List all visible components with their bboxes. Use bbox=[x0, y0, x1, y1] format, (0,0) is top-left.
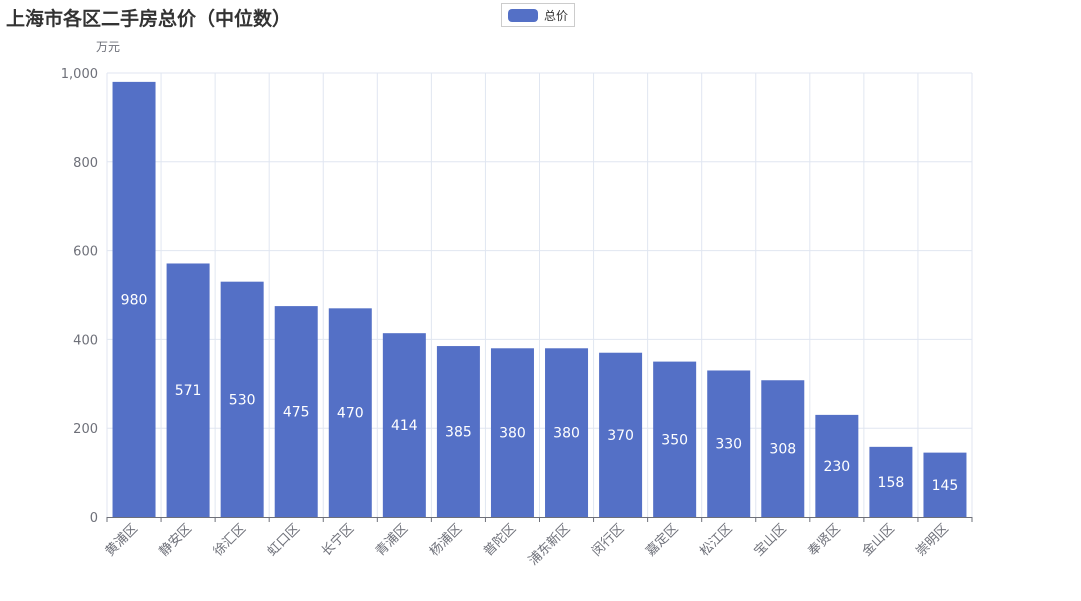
bar bbox=[923, 452, 967, 517]
y-tick-label: 200 bbox=[73, 422, 98, 437]
bar bbox=[436, 346, 480, 517]
bar bbox=[707, 370, 751, 517]
bar-value-label: 980 bbox=[121, 292, 148, 308]
bar bbox=[653, 361, 697, 517]
x-tick-label: 金山区 bbox=[859, 521, 898, 560]
x-tick-label: 崇明区 bbox=[914, 521, 952, 559]
bar bbox=[545, 348, 589, 517]
bar-value-label: 380 bbox=[553, 426, 580, 442]
bar-value-label: 385 bbox=[445, 425, 472, 441]
bar bbox=[382, 333, 426, 517]
bar-value-label: 145 bbox=[932, 478, 959, 494]
x-tick-label: 青浦区 bbox=[373, 521, 411, 559]
bar bbox=[220, 281, 264, 517]
chart-title: 上海市各区二手房总价（中位数） bbox=[6, 8, 292, 30]
x-tick-label: 普陀区 bbox=[480, 521, 519, 560]
bar bbox=[599, 352, 643, 517]
y-axis-unit: 万元 bbox=[96, 40, 120, 54]
y-tick-label: 1,000 bbox=[61, 67, 98, 82]
bar bbox=[328, 308, 372, 517]
bar bbox=[166, 263, 210, 517]
bar bbox=[112, 81, 156, 517]
y-tick-label: 400 bbox=[73, 333, 98, 348]
bar-value-label: 530 bbox=[229, 392, 256, 408]
legend-label: 总价 bbox=[544, 8, 569, 23]
bar-value-label: 230 bbox=[823, 459, 850, 475]
x-tick-label: 嘉定区 bbox=[643, 521, 681, 559]
bar-value-label: 475 bbox=[283, 405, 310, 421]
bar bbox=[761, 380, 805, 517]
legend-swatch bbox=[508, 8, 538, 22]
x-tick-label: 虹口区 bbox=[265, 521, 303, 559]
x-tick-label: 黄浦区 bbox=[103, 521, 141, 559]
bar-value-label: 330 bbox=[715, 437, 742, 453]
x-tick-label: 长宁区 bbox=[318, 521, 357, 560]
x-tick-label: 奉贤区 bbox=[805, 521, 843, 559]
y-tick-label: 800 bbox=[73, 156, 98, 171]
x-tick-label: 闵行区 bbox=[589, 521, 627, 559]
bar-value-label: 470 bbox=[337, 406, 364, 422]
bar-value-label: 158 bbox=[878, 475, 905, 491]
bar bbox=[490, 348, 534, 517]
bar-value-label: 370 bbox=[607, 428, 634, 444]
bar-value-label: 350 bbox=[661, 432, 688, 448]
x-tick-label: 静安区 bbox=[157, 521, 195, 559]
x-tick-label: 宝山区 bbox=[751, 521, 789, 559]
bar-value-label: 571 bbox=[175, 383, 202, 399]
y-tick-label: 0 bbox=[90, 511, 98, 526]
bar-value-label: 380 bbox=[499, 426, 526, 442]
y-tick-label: 600 bbox=[73, 245, 98, 260]
bar bbox=[274, 306, 318, 517]
bar-layer: 980 571 530 475 470 414 385 380 380 370 350 330 308 2… bbox=[112, 81, 967, 517]
bar bbox=[869, 446, 913, 517]
x-tick-label: 浦东新区 bbox=[525, 521, 573, 569]
x-tick-label: 徐汇区 bbox=[211, 521, 249, 559]
bar-value-label: 414 bbox=[391, 418, 418, 434]
legend[interactable]: 总价 bbox=[501, 3, 576, 27]
x-tick-label: 杨浦区 bbox=[427, 521, 465, 559]
bar bbox=[815, 414, 859, 517]
bar-value-label: 308 bbox=[769, 442, 796, 458]
x-tick-label: 松江区 bbox=[697, 521, 735, 559]
